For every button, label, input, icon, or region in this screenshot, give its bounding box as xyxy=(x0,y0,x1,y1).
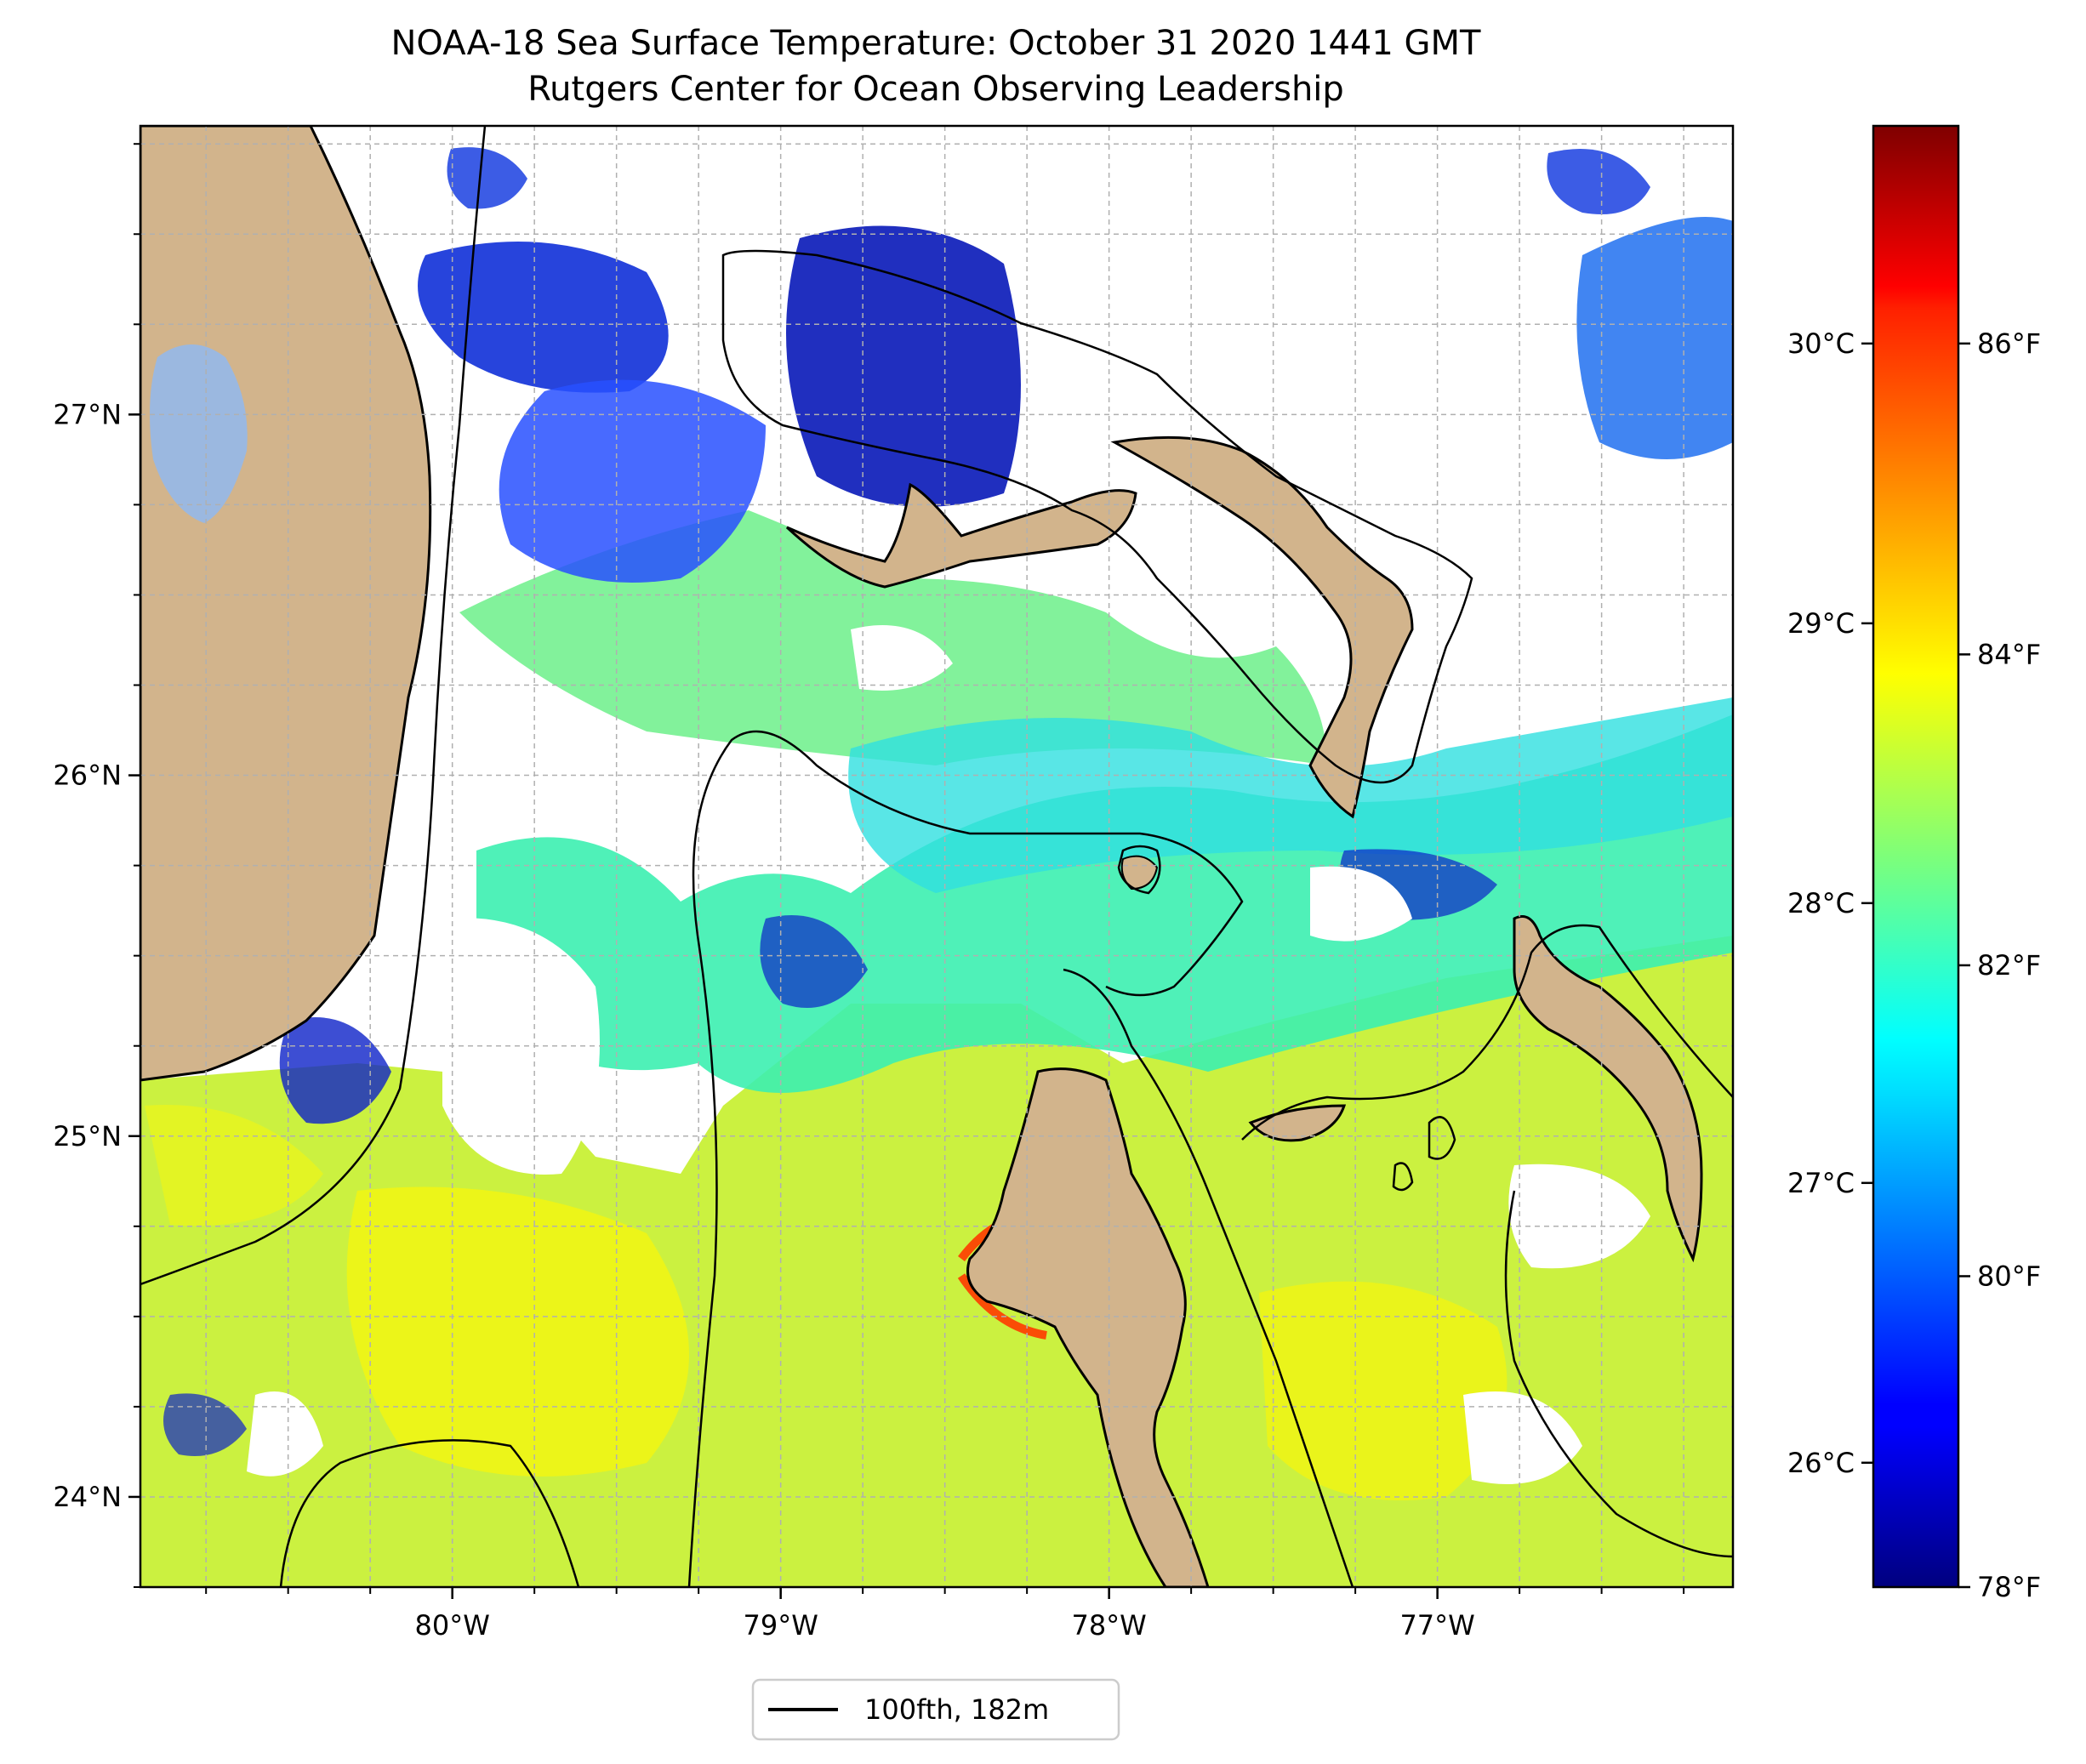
longitude-axis: 80°W 79°W 78°W 77°W xyxy=(205,1587,1685,1642)
cloud-mask-2 xyxy=(1310,866,1412,942)
celsius-tick-label: 30°C xyxy=(1787,327,1855,360)
lat-tick-label: 27°N xyxy=(53,398,122,430)
sst-cyan-band xyxy=(848,697,1733,893)
cloud-mask-3 xyxy=(1508,1164,1650,1269)
sst-yellow-patch-1 xyxy=(346,1186,689,1477)
sst-cold-cluster-south xyxy=(163,1393,247,1456)
legend-box xyxy=(751,1678,1120,1741)
land-grand-bahama xyxy=(785,482,1137,589)
map-frame xyxy=(139,124,1735,1589)
contour-layer xyxy=(140,126,1733,1587)
lake-okeechobee xyxy=(150,344,248,523)
lat-tick-label: 26°N xyxy=(53,760,122,792)
contour-little-bahama-bank xyxy=(721,249,1473,784)
contour-small-ring-2 xyxy=(1428,1116,1456,1160)
sst-yellow-patch-2 xyxy=(1259,1281,1508,1500)
land-layer xyxy=(140,126,1703,1587)
title-line-1: NOAA-18 Sea Surface Temperature: October… xyxy=(391,24,1482,63)
fahrenheit-tick-label: 78°F xyxy=(1977,1571,2041,1603)
latitude-axis: 27°N 26°N 25°N 24°N xyxy=(53,143,140,1588)
fahrenheit-tick-label: 80°F xyxy=(1977,1260,2041,1292)
sst-yellow-patch-3 xyxy=(145,1105,323,1226)
sst-cold-north-1 xyxy=(418,242,669,393)
sst-cold-northeast xyxy=(1576,217,1733,459)
colorbar: 30°C 29°C 28°C 27°C 26°C 86°F 84°F 82°F 80°F 78°… xyxy=(1787,124,2041,1603)
contour-southeast xyxy=(1504,1190,1733,1558)
legend: 100fth, 182m xyxy=(751,1678,1120,1741)
legend-label: 100fth, 182m xyxy=(864,1693,1049,1726)
sst-field xyxy=(140,147,1733,1587)
lon-tick-label: 80°W xyxy=(415,1609,490,1642)
celsius-tick-label: 29°C xyxy=(1787,607,1855,640)
contour-florida-shelf xyxy=(140,126,487,1286)
sst-cold-cluster-west xyxy=(279,1017,391,1124)
celsius-tick-label: 28°C xyxy=(1787,887,1855,919)
celsius-tick-label: 27°C xyxy=(1787,1167,1855,1199)
contour-small-ring xyxy=(1117,845,1161,895)
fahrenheit-tick-label: 82°F xyxy=(1977,949,2041,982)
contour-exuma-sound xyxy=(1241,924,1733,1141)
colorbar-fahrenheit-axis: 86°F 84°F 82°F 80°F 78°F xyxy=(1958,327,2041,1603)
colorbar-gradient xyxy=(1872,124,1960,1589)
land-eleuthera xyxy=(1513,915,1703,1263)
cloud-mask-6 xyxy=(1463,1391,1582,1484)
fahrenheit-tick-label: 86°F xyxy=(1977,327,2041,360)
sst-cold-north-5 xyxy=(447,147,527,209)
cloud-mask-5 xyxy=(851,625,953,691)
sst-cold-north-2 xyxy=(786,225,1021,507)
cloud-mask-4 xyxy=(247,1391,323,1477)
sst-cold-cluster-mid xyxy=(760,915,868,1008)
map-panel: 80°W 79°W 78°W 77°W 27°N 26°N 25°N 24°N xyxy=(53,124,1735,1642)
sst-cold-north-4 xyxy=(1547,149,1650,214)
colorbar-celsius-axis: 30°C 29°C 28°C 27°C 26°C xyxy=(1787,327,1873,1479)
land-abaco xyxy=(1110,435,1414,819)
contour-small-ring-3 xyxy=(1392,1162,1414,1192)
contour-great-bahama-bank-west xyxy=(687,730,1244,1587)
lon-tick-label: 77°W xyxy=(1399,1609,1474,1642)
land-berry-islands xyxy=(1120,855,1159,891)
contour-cay-sal-bank xyxy=(279,1439,580,1587)
cloud-mask-1 xyxy=(442,918,600,1175)
contour-tongue-of-ocean xyxy=(1063,968,1354,1587)
title-line-2: Rutgers Center for Ocean Observing Leade… xyxy=(527,70,1344,109)
lat-tick-label: 24°N xyxy=(53,1481,122,1513)
land-andros xyxy=(966,1067,1210,1587)
celsius-tick-label: 26°C xyxy=(1787,1447,1855,1479)
fahrenheit-tick-label: 84°F xyxy=(1977,638,2041,670)
lon-tick-label: 79°W xyxy=(743,1609,818,1642)
lat-tick-label: 25°N xyxy=(53,1120,122,1152)
map-gridlines xyxy=(140,126,1733,1587)
lon-tick-label: 78°W xyxy=(1071,1609,1146,1642)
